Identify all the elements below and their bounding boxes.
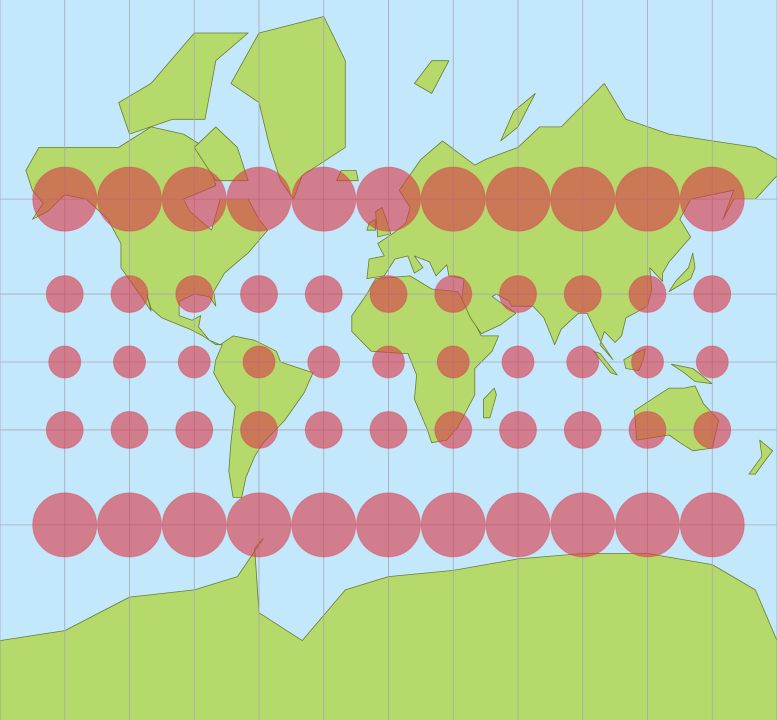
indicatrix-circle — [501, 345, 535, 379]
indicatrix-circle — [304, 275, 343, 314]
indicatrix-circle — [97, 492, 162, 558]
indicatrix-circle — [175, 410, 214, 449]
indicatrix-circle — [242, 345, 276, 379]
indicatrix-circle — [420, 492, 486, 558]
indicatrix-circle — [356, 166, 421, 232]
landmass-new-guinea — [670, 363, 713, 385]
indicatrix-circle — [693, 275, 732, 314]
indicatrix-circle — [369, 410, 408, 449]
tissot-indicatrix — [32, 166, 745, 558]
indicatrix-circle — [628, 275, 667, 314]
indicatrix-circle — [615, 166, 680, 232]
indicatrix-circle — [291, 492, 357, 558]
indicatrix-circle — [563, 275, 602, 314]
indicatrix-circle — [550, 166, 616, 232]
indicatrix-circle — [434, 410, 473, 449]
indicatrix-circle — [631, 345, 664, 379]
indicatrix-circle — [434, 275, 473, 314]
indicatrix-circle — [32, 166, 98, 232]
indicatrix-circle — [161, 492, 227, 558]
landmass-japan — [668, 252, 696, 293]
indicatrix-circle — [695, 345, 729, 379]
indicatrix-circle — [485, 166, 551, 232]
landmass-svalbard — [413, 60, 450, 94]
indicatrix-circle — [226, 492, 292, 558]
indicatrix-circle — [563, 410, 602, 449]
indicatrix-circle — [679, 166, 745, 232]
indicatrix-circle — [32, 492, 98, 558]
indicatrix-circle — [499, 275, 537, 314]
indicatrix-circle — [550, 492, 616, 558]
indicatrix-circle — [369, 275, 408, 314]
indicatrix-circle — [566, 345, 600, 379]
landmass-madagascar — [483, 387, 497, 419]
indicatrix-circle — [356, 492, 421, 558]
indicatrix-circle — [372, 345, 405, 379]
indicatrix-circle — [45, 410, 84, 449]
indicatrix-circle — [485, 492, 551, 558]
indicatrix-circle — [240, 410, 278, 449]
indicatrix-circle — [436, 345, 470, 379]
indicatrix-circle — [693, 410, 732, 449]
indicatrix-circle — [679, 492, 745, 558]
indicatrix-circle — [177, 345, 211, 379]
indicatrix-circle — [615, 492, 680, 558]
indicatrix-circle — [48, 345, 82, 379]
indicatrix-circle — [291, 166, 357, 232]
indicatrix-circle — [226, 166, 292, 232]
indicatrix-circle — [161, 166, 227, 232]
indicatrix-circle — [304, 410, 343, 449]
indicatrix-circle — [628, 410, 667, 449]
indicatrix-circle — [45, 275, 84, 314]
indicatrix-circle — [110, 410, 149, 449]
indicatrix-circle — [110, 275, 149, 314]
indicatrix-circle — [240, 275, 278, 314]
indicatrix-circle — [307, 345, 341, 379]
indicatrix-circle — [97, 166, 162, 232]
indicatrix-circle — [113, 345, 146, 379]
indicatrix-circle — [499, 410, 537, 449]
indicatrix-circle — [175, 275, 214, 314]
landmass-new-zealand — [748, 439, 774, 475]
landmass-sumatra — [593, 350, 618, 376]
indicatrix-circle — [420, 166, 486, 232]
